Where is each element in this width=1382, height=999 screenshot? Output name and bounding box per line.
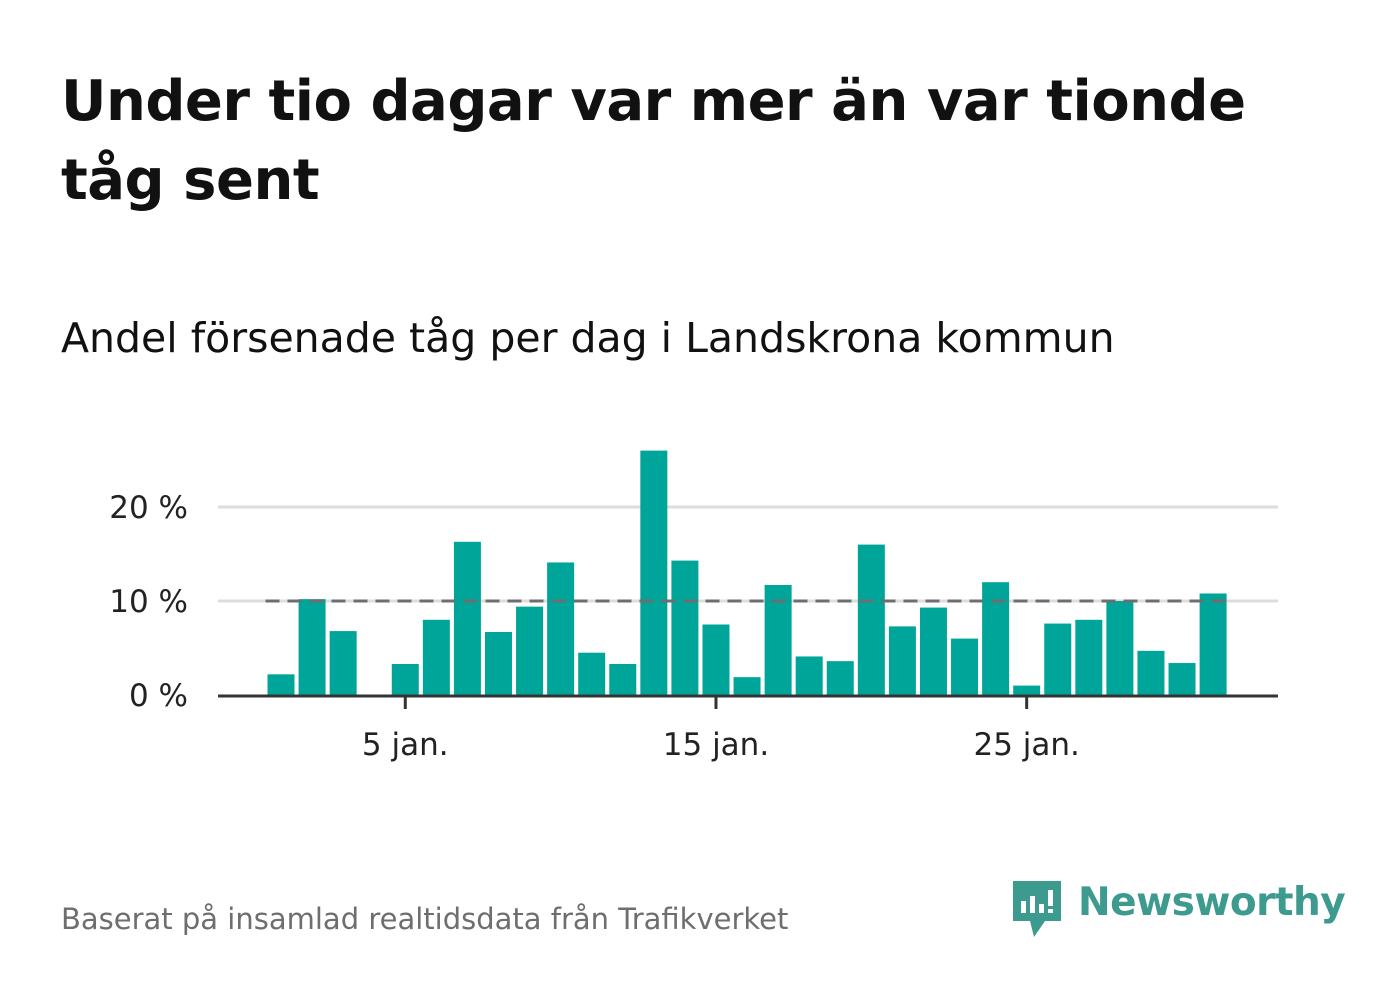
bar	[422, 619, 450, 695]
y-tick-labels: 0 % 10 % 20 %	[109, 490, 188, 714]
bar	[826, 661, 854, 695]
logo-wordmark: Newsworthy	[1078, 879, 1346, 925]
bar	[1137, 650, 1165, 695]
bar	[267, 674, 295, 695]
bar	[795, 656, 823, 695]
newsworthy-logo: Newsworthy	[1010, 878, 1346, 942]
bar-chart-logo-icon	[1013, 881, 1061, 937]
bar	[1106, 601, 1134, 695]
x-tick-label: 5 jan.	[362, 727, 449, 763]
bars	[267, 450, 1227, 695]
bar	[547, 562, 575, 695]
bar	[888, 626, 916, 695]
bar	[919, 607, 947, 695]
x-tick-label: 25 jan.	[973, 727, 1079, 763]
bar	[329, 631, 357, 695]
bar	[671, 560, 699, 695]
source-note: Baserat på insamlad realtidsdata från Tr…	[61, 902, 789, 936]
bar	[764, 585, 792, 695]
bar	[640, 450, 668, 695]
bar	[951, 638, 979, 695]
bar	[733, 677, 761, 695]
bar	[982, 582, 1010, 695]
chart-title: Under tio dagar var mer än var tionde tå…	[61, 69, 1246, 213]
x-ticks: 5 jan. 15 jan. 25 jan.	[362, 696, 1080, 763]
bar	[1044, 623, 1072, 695]
y-tick-label: 0 %	[129, 678, 188, 714]
bar	[1013, 685, 1041, 695]
x-tick-label: 15 jan.	[663, 727, 769, 763]
bar	[453, 541, 481, 695]
y-gridlines	[218, 505, 1278, 603]
bar	[1168, 663, 1196, 695]
y-tick-label: 20 %	[109, 490, 188, 526]
bar	[578, 652, 606, 695]
bar	[1075, 619, 1103, 695]
bar	[1199, 593, 1227, 695]
bar	[609, 663, 637, 695]
bar	[391, 663, 419, 695]
bar	[484, 632, 512, 695]
bar	[702, 624, 730, 695]
bar	[516, 606, 544, 695]
y-tick-label: 10 %	[109, 584, 188, 620]
bar	[298, 599, 326, 695]
chart-subtitle: Andel försenade tåg per dag i Landskrona…	[61, 314, 1115, 362]
bar	[857, 544, 885, 695]
bar-chart: 0 % 10 % 20 % 5 jan. 15 jan. 25 jan.	[109, 450, 1278, 763]
